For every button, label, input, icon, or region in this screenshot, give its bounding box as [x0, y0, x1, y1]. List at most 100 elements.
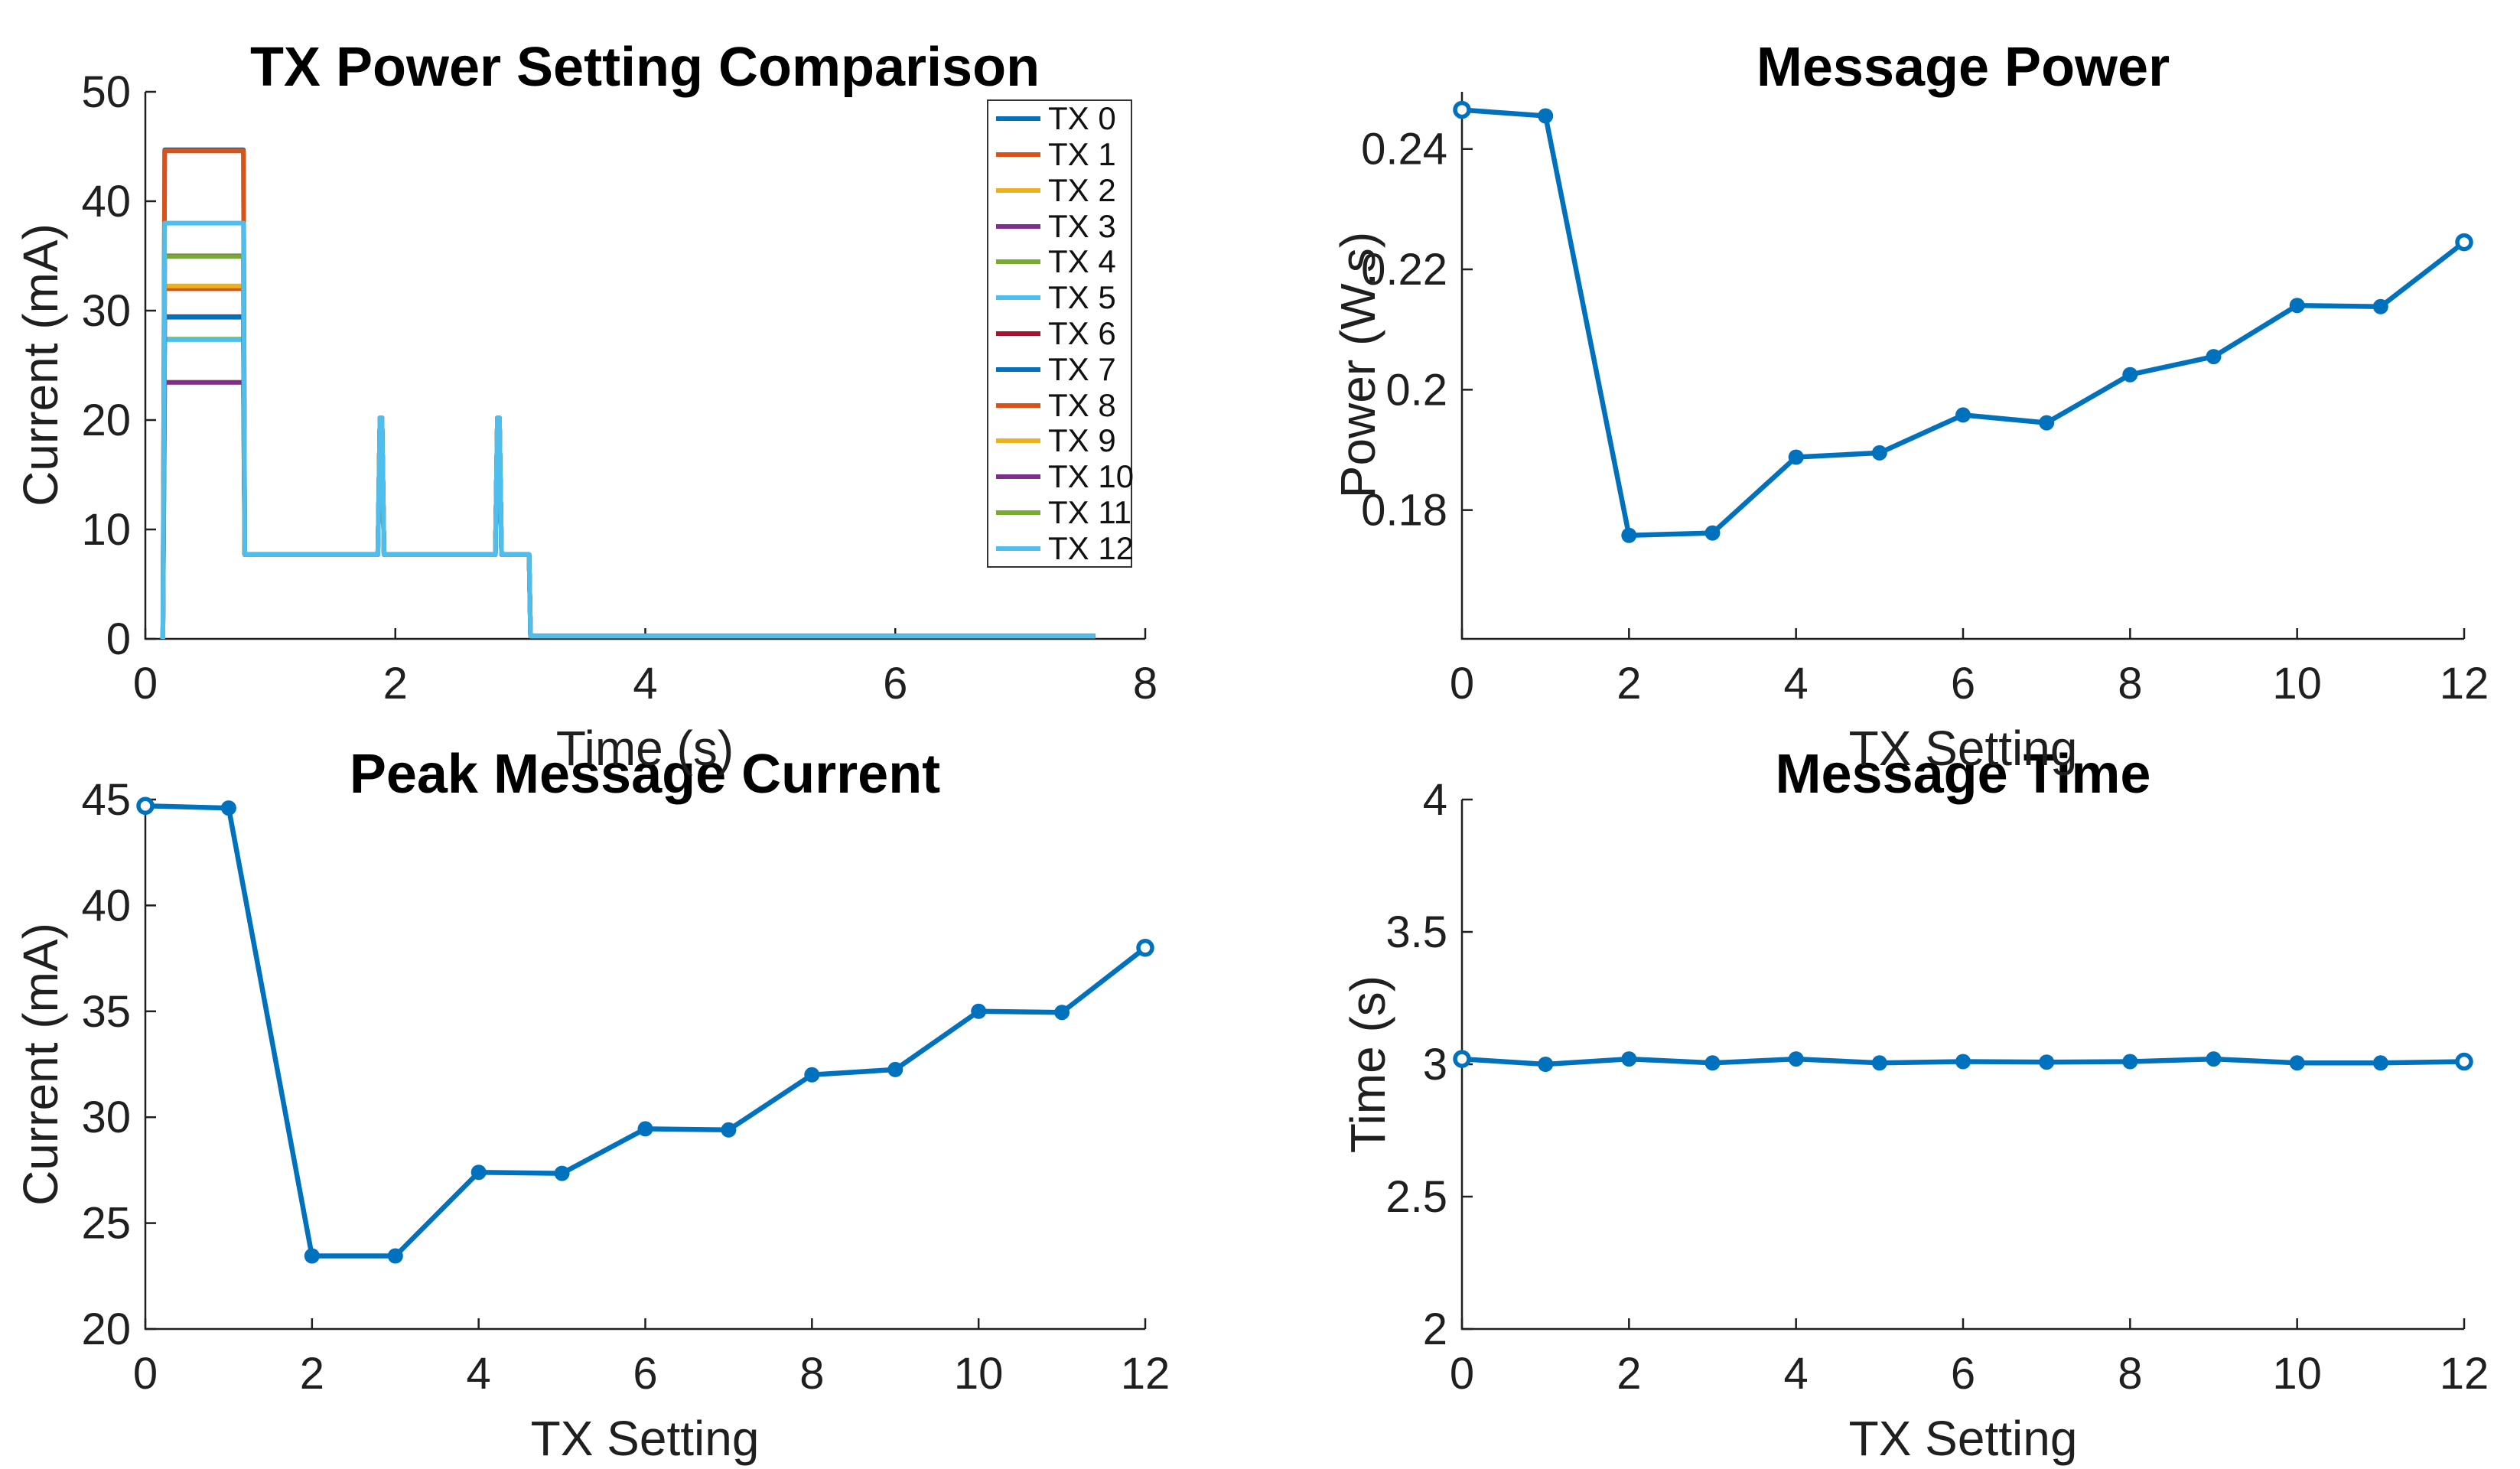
y-tick-label: 30 [81, 286, 131, 336]
data-point-marker [2206, 1051, 2222, 1067]
x-tick-label: 12 [1121, 1349, 1170, 1399]
series-line-message-power [1461, 107, 2466, 538]
data-point-marker [2289, 298, 2305, 314]
legend-item-tx-10: TX 10 [988, 458, 1135, 495]
data-point-marker [2122, 1054, 2138, 1070]
x-tick-label: 2 [1617, 659, 1641, 708]
series-line-tx-8 [160, 286, 1096, 640]
y-tick-label: 10 [81, 505, 131, 555]
x-tick-label: 4 [1784, 659, 1809, 708]
x-tick-label: 10 [2272, 659, 2322, 708]
data-point-marker [1538, 108, 1554, 124]
x-tick-label: 2 [383, 659, 408, 708]
legend-label: TX 10 [1048, 458, 1135, 495]
data-point-marker [971, 1003, 987, 1019]
legend-label: TX 4 [1048, 243, 1116, 280]
legend-line-sample [996, 259, 1040, 265]
legend-label: TX 2 [1048, 171, 1116, 208]
y-tick-label: 4 [1423, 775, 1447, 825]
chart-message-power: 0 2 4 6 8 10 12 0.18 0.2 0.22 0.24 [1361, 92, 2489, 708]
series-line-tx-7 [160, 314, 1096, 640]
legend-item-tx-2: TX 2 [988, 174, 1131, 207]
legend-label: TX 1 [1048, 136, 1116, 173]
legend-box: TX 0 TX 1 TX 2 TX 3 TX 4 TX 5 TX 6 TX 7 TX 8 TX 9… [987, 99, 1135, 568]
data-point-marker [637, 1121, 653, 1137]
xlabel-tx-setting-top: TX Setting [1849, 721, 2078, 776]
series-line-tx-3 [160, 379, 1096, 640]
series-line-tx-6 [160, 314, 1096, 640]
legend-item-tx-5: TX 5 [988, 281, 1131, 314]
data-point-marker [2455, 1052, 2473, 1071]
data-point-marker [2372, 298, 2388, 314]
data-point-marker [554, 1165, 570, 1181]
series-line-tx-2 [160, 379, 1096, 640]
data-point-marker [1788, 449, 1804, 465]
series-line-tx-1 [160, 148, 1096, 640]
axis-spines [144, 800, 1145, 1331]
y-tick-label: 20 [81, 1305, 131, 1354]
legend-label: TX 5 [1048, 279, 1116, 316]
series-line-tx-12 [160, 220, 1096, 640]
data-point-marker [2039, 1054, 2055, 1070]
x-tick-label: 2 [1617, 1349, 1641, 1399]
data-point-marker [2289, 1055, 2305, 1071]
data-point-marker [2039, 415, 2055, 431]
x-tick-label: 12 [2440, 1349, 2489, 1399]
y-tick-label: 35 [81, 987, 131, 1037]
data-point-marker [2206, 349, 2222, 365]
legend-item-tx-7: TX 7 [988, 353, 1131, 386]
data-point-marker [1955, 1054, 1971, 1070]
y-tick-label: 40 [81, 177, 131, 226]
data-point-marker [1704, 525, 1721, 541]
data-point-marker [1871, 445, 1887, 461]
data-point-marker [1871, 1055, 1887, 1071]
legend-label: TX 9 [1048, 422, 1116, 459]
x-tick-label: 10 [2272, 1349, 2322, 1399]
legend-line-sample [996, 295, 1040, 301]
legend-label: TX 11 [1048, 493, 1131, 530]
data-point-marker [1538, 1057, 1554, 1072]
legend-item-tx-0: TX 0 [988, 102, 1131, 135]
series-line-tx-9 [160, 283, 1096, 640]
x-tick-label: 6 [633, 1349, 657, 1399]
y-tick-label: 3.5 [1385, 907, 1447, 957]
legend-item-tx-1: TX 1 [988, 138, 1131, 171]
x-tick-label: 8 [2118, 659, 2142, 708]
x-tick-label: 4 [467, 1349, 491, 1399]
legend-label: TX 3 [1048, 207, 1116, 244]
series-line-tx-10 [160, 253, 1096, 640]
data-point-marker [804, 1067, 820, 1083]
legend-line-sample [996, 366, 1040, 372]
y-tick-label: 3 [1423, 1040, 1447, 1090]
data-point-marker [887, 1061, 903, 1077]
x-tick-label: 10 [954, 1349, 1004, 1399]
y-tick-label: 25 [81, 1199, 131, 1249]
data-point-marker [1054, 1005, 1070, 1021]
ylabel-current-bottom: Current (mA) [13, 923, 68, 1206]
data-point-marker [1621, 527, 1637, 543]
x-tick-label: 0 [133, 659, 158, 708]
legend-item-tx-11: TX 11 [988, 496, 1131, 529]
x-tick-label: 0 [1450, 659, 1474, 708]
data-point-marker [470, 1164, 487, 1181]
y-tick-label: 45 [81, 775, 131, 825]
x-tick-label: 0 [133, 1349, 158, 1399]
legend-line-sample [996, 438, 1040, 444]
series-line-tx-5 [160, 337, 1096, 640]
series-line-tx-0 [160, 147, 1096, 640]
chart-title-tx-power-comparison: TX Power Setting Comparison [250, 37, 1040, 98]
series-line-peak-message-current [145, 803, 1147, 1259]
x-tick-label: 4 [1784, 1349, 1809, 1399]
ylabel-current-top: Current (mA) [13, 223, 68, 506]
data-point-marker [721, 1122, 737, 1138]
series-line-tx-11 [160, 254, 1096, 640]
legend-item-tx-4: TX 4 [988, 245, 1131, 278]
x-tick-label: 8 [799, 1349, 824, 1399]
legend-line-sample [996, 546, 1040, 551]
y-tick-label: 2.5 [1385, 1172, 1447, 1222]
x-tick-label: 12 [2440, 659, 2489, 708]
series-line-tx-4 [160, 337, 1096, 640]
y-tick-label: 0 [106, 614, 131, 664]
